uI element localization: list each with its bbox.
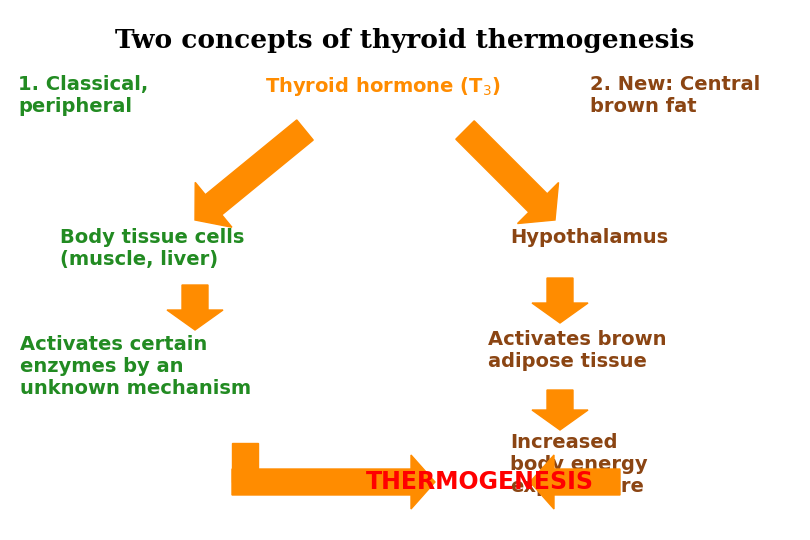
Polygon shape (456, 121, 559, 224)
Text: Hypothalamus: Hypothalamus (510, 228, 668, 247)
Text: Thyroid hormone (T$_3$): Thyroid hormone (T$_3$) (265, 75, 501, 98)
Polygon shape (232, 455, 435, 509)
Text: Increased
body energy
expenditure: Increased body energy expenditure (510, 433, 648, 496)
Text: THERMOGENESIS: THERMOGENESIS (366, 470, 594, 494)
Text: 2. New: Central
brown fat: 2. New: Central brown fat (590, 75, 761, 116)
Text: Activates brown
adipose tissue: Activates brown adipose tissue (488, 330, 667, 371)
Text: Body tissue cells
(muscle, liver): Body tissue cells (muscle, liver) (60, 228, 245, 269)
Polygon shape (530, 455, 620, 509)
Polygon shape (195, 120, 313, 227)
Text: Activates certain
enzymes by an
unknown mechanism: Activates certain enzymes by an unknown … (20, 335, 251, 398)
Text: Two concepts of thyroid thermogenesis: Two concepts of thyroid thermogenesis (115, 28, 695, 53)
Text: 1. Classical,
peripheral: 1. Classical, peripheral (18, 75, 148, 116)
Polygon shape (532, 278, 588, 323)
Polygon shape (232, 443, 258, 482)
Polygon shape (167, 285, 223, 330)
Polygon shape (532, 390, 588, 430)
